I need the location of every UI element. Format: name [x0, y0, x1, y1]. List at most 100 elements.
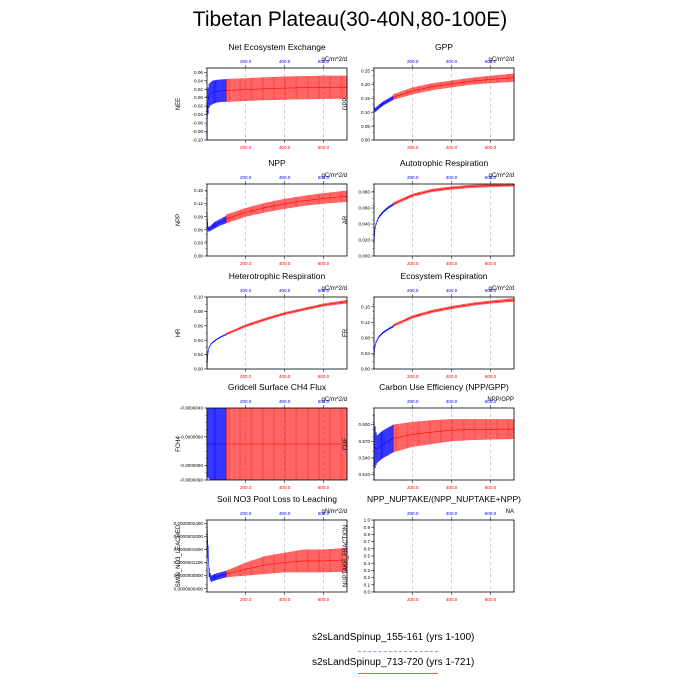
y-tick-label: 0.00 — [194, 95, 203, 100]
series-band — [206, 79, 227, 140]
top-x-tick-label: 400.0 — [279, 175, 291, 180]
top-x-tick-label: 600.0 — [318, 511, 330, 516]
bottom-x-tick-label: 600.0 — [318, 485, 330, 490]
y-axis-label: GPP — [343, 98, 349, 111]
series-run2 — [392, 298, 515, 327]
y-tick-label: 0.06 — [194, 227, 203, 232]
bottom-x-tick-label: 200.0 — [407, 597, 419, 602]
y-tick-label: 0.04 — [194, 338, 203, 343]
y-tick-label: 0.000 — [359, 254, 371, 259]
y-axis-label: NPP — [176, 214, 182, 226]
legend-line-run1 — [358, 651, 438, 652]
y-tick-label: 0.00 — [194, 254, 203, 259]
series-line — [393, 77, 515, 98]
bottom-x-tick-label: 400.0 — [279, 261, 291, 266]
series-line — [226, 559, 348, 575]
panel-8: Carbon Use Efficiency (NPP/GPP) NPP/GPP CU… — [343, 382, 515, 490]
y-tick-label: 0.0000002000 — [174, 534, 204, 539]
top-x-tick-label: 200.0 — [407, 399, 419, 404]
y-tick-label: 0.510 — [359, 472, 371, 477]
y-tick-label: 0.03 — [194, 241, 203, 246]
bottom-x-tick-label: 600.0 — [485, 145, 497, 150]
y-tick-label: 0.0 — [364, 590, 371, 595]
y-axis-label: SMIN_NO3_LEACHED — [176, 524, 182, 587]
units-label: NPP/GPP — [487, 397, 514, 403]
series-run1 — [206, 523, 227, 582]
bottom-x-tick-label: 400.0 — [279, 374, 291, 379]
top-x-tick-label: 200.0 — [407, 511, 419, 516]
y-tick-label: 0.3 — [364, 568, 371, 573]
y-tick-label: 0.7 — [364, 539, 371, 544]
series-line — [393, 299, 515, 326]
page-title: Tibetan Plateau(30-40N,80-100E) — [192, 8, 508, 31]
y-tick-label: -0.0000040 — [180, 406, 204, 411]
panel-title: Gridcell Surface CH4 Flux — [228, 382, 327, 392]
top-x-tick-label: 200.0 — [407, 59, 419, 64]
y-axis-label: AR — [343, 215, 349, 224]
top-x-tick-label: 600.0 — [318, 59, 330, 64]
bottom-x-tick-label: 200.0 — [240, 374, 252, 379]
series-band — [206, 333, 227, 367]
bottom-x-tick-label: 200.0 — [407, 374, 419, 379]
y-tick-label: 0.6 — [364, 546, 371, 551]
top-x-tick-label: 400.0 — [279, 59, 291, 64]
top-x-tick-label: 200.0 — [240, 511, 252, 516]
series-run2 — [225, 75, 348, 102]
top-x-tick-label: 200.0 — [407, 288, 419, 293]
series-run2 — [392, 419, 515, 453]
y-tick-label: 0.04 — [361, 351, 370, 356]
y-tick-label: 0.570 — [359, 439, 371, 444]
y-tick-label: 0.08 — [194, 309, 203, 314]
bottom-x-tick-label: 400.0 — [279, 485, 291, 490]
y-tick-label: 0.080 — [359, 190, 371, 195]
y-tick-label: 0.20 — [361, 82, 370, 87]
y-tick-label: 0.0000002400 — [174, 521, 204, 526]
panel-title: Net Ecosystem Exchange — [228, 42, 326, 52]
panel-title: NPP — [268, 158, 286, 168]
plot-frame — [373, 519, 515, 593]
series-line — [226, 195, 348, 220]
y-tick-label: 0.15 — [194, 188, 203, 193]
y-tick-label: -0.0000060 — [180, 434, 204, 439]
series-line — [373, 326, 394, 356]
y-tick-label: 0.600 — [359, 422, 371, 427]
series-line — [393, 428, 515, 439]
panel-7: Gridcell Surface CH4 FluxgC/m^2/dFCH4-0.… — [176, 382, 348, 490]
legend-label-run2: s2sLandSpinup_713-720 (yrs 1-721) — [312, 657, 475, 668]
series-run2 — [392, 73, 515, 100]
top-x-tick-label: 600.0 — [485, 175, 497, 180]
units-label: gN/m^2/d — [322, 509, 348, 515]
y-tick-label: 0.12 — [194, 201, 203, 206]
y-tick-label: 0.540 — [359, 455, 371, 460]
bottom-x-tick-label: 600.0 — [485, 374, 497, 379]
y-tick-label: 0.5 — [364, 554, 371, 559]
series-line — [373, 97, 394, 111]
panel-title: Carbon Use Efficiency (NPP/GPP) — [379, 382, 509, 392]
top-x-tick-label: 600.0 — [485, 511, 497, 516]
top-x-tick-label: 200.0 — [240, 59, 252, 64]
panel-5: Heterotrophic Respiration gC/m^2/d HR 0.10 0… — [176, 271, 348, 379]
legend-label-run1: s2sLandSpinup_155-161 (yrs 1-100) — [312, 632, 475, 643]
y-axis-label: HR — [176, 328, 182, 337]
units-label: gC/m^2/d — [322, 397, 348, 403]
y-tick-label: 0.10 — [194, 295, 203, 300]
y-tick-label: 0.8 — [364, 532, 371, 537]
y-tick-label: 0.10 — [361, 110, 370, 115]
panel-title: NPP_NUPTAKE/(NPP_NUPTAKE+NPP) — [367, 494, 521, 504]
y-tick-label: -0.06 — [193, 121, 204, 126]
series-line — [226, 301, 348, 335]
top-x-tick-label: 200.0 — [240, 399, 252, 404]
y-tick-label: 0.4 — [364, 561, 371, 566]
y-tick-label: 0.05 — [361, 124, 370, 129]
top-x-tick-label: 600.0 — [485, 59, 497, 64]
series-run1 — [206, 408, 227, 480]
series-run2 — [225, 547, 348, 578]
series-run1 — [373, 413, 394, 480]
bottom-x-tick-label: 200.0 — [407, 261, 419, 266]
top-x-tick-label: 400.0 — [279, 511, 291, 516]
y-tick-label: 0.16 — [361, 304, 370, 309]
y-tick-label: 0.00 — [361, 138, 370, 143]
